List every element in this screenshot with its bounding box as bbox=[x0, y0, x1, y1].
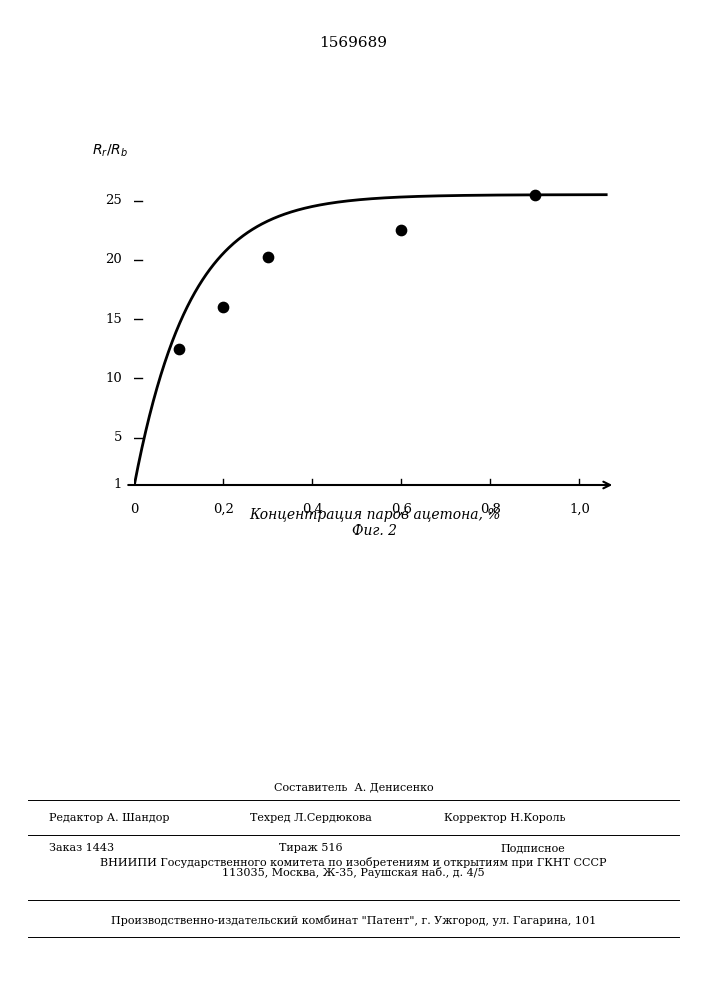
Text: Составитель  А. Денисенко: Составитель А. Денисенко bbox=[274, 782, 433, 792]
Text: 0,8: 0,8 bbox=[480, 503, 501, 516]
Text: Редактор А. Шандор: Редактор А. Шандор bbox=[49, 813, 170, 823]
Text: 15: 15 bbox=[105, 313, 122, 326]
Text: 0: 0 bbox=[130, 503, 139, 516]
Text: 20: 20 bbox=[105, 253, 122, 266]
Text: 5: 5 bbox=[114, 431, 122, 444]
Point bbox=[262, 249, 274, 265]
Text: 10: 10 bbox=[105, 372, 122, 385]
Text: 1569689: 1569689 bbox=[320, 36, 387, 50]
Text: Техред Л.Сердюкова: Техред Л.Сердюкова bbox=[250, 813, 372, 823]
Text: Подписное: Подписное bbox=[501, 843, 566, 853]
Point bbox=[173, 341, 185, 357]
Text: 25: 25 bbox=[105, 194, 122, 207]
Point bbox=[396, 222, 407, 238]
Point bbox=[218, 299, 229, 315]
Text: Фиг. 2: Фиг. 2 bbox=[352, 524, 397, 538]
Text: ВНИИПИ Государственного комитета по изобретениям и открытиям при ГКНТ СССР: ВНИИПИ Государственного комитета по изоб… bbox=[100, 856, 607, 867]
Text: 0,2: 0,2 bbox=[213, 503, 234, 516]
Text: Производственно-издательский комбинат "Патент", г. Ужгород, ул. Гагарина, 101: Производственно-издательский комбинат "П… bbox=[111, 914, 596, 926]
Text: 1,0: 1,0 bbox=[569, 503, 590, 516]
Text: 113035, Москва, Ж-35, Раушская наб., д. 4/5: 113035, Москва, Ж-35, Раушская наб., д. … bbox=[222, 867, 485, 879]
Text: Концентрация паров ацетона, %: Концентрация паров ацетона, % bbox=[249, 508, 501, 522]
Point bbox=[530, 187, 541, 203]
Text: $\mathit{R_r/R_b}$: $\mathit{R_r/R_b}$ bbox=[92, 143, 128, 159]
Text: 0,6: 0,6 bbox=[391, 503, 412, 516]
Text: 1: 1 bbox=[114, 479, 122, 491]
Text: 0,4: 0,4 bbox=[302, 503, 323, 516]
Text: Корректор Н.Король: Корректор Н.Король bbox=[444, 813, 566, 823]
Text: Тираж 516: Тираж 516 bbox=[279, 843, 343, 853]
Text: Заказ 1443: Заказ 1443 bbox=[49, 843, 115, 853]
